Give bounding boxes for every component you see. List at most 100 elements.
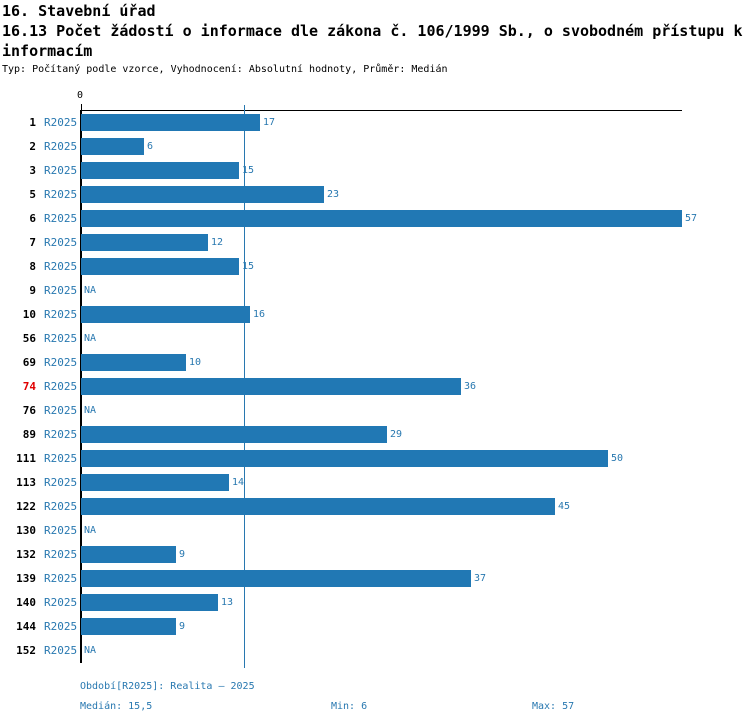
bar	[81, 450, 608, 467]
bar-value-label: 15	[242, 261, 255, 272]
bar-row-series-label: R2025	[44, 140, 78, 153]
bar-row-series-label: R2025	[44, 620, 78, 633]
median-tick-mark	[244, 105, 245, 110]
bar-row: 122 R2025 45	[0, 495, 750, 519]
bar-row-series-label: R2025	[44, 548, 78, 561]
bar-row-series-label: R2025	[44, 380, 78, 393]
bar	[81, 306, 250, 323]
bar-value-label: 10	[189, 357, 202, 368]
bar-row: 74 R2025 36	[0, 375, 750, 399]
axis-zero-tick-mark	[81, 104, 82, 110]
bar-na-label: NA	[84, 333, 97, 344]
bar-na-label: NA	[84, 285, 97, 296]
bar-row: 152 R2025 NA	[0, 639, 750, 663]
bar-row: 139 R2025 37	[0, 567, 750, 591]
bar	[81, 258, 239, 275]
axis-zero-tick-label: 0	[77, 90, 84, 101]
bar-row-id: 113	[16, 476, 36, 489]
bar-value-label: 9	[179, 549, 186, 560]
bar	[81, 378, 461, 395]
bar	[81, 618, 176, 635]
bar	[81, 162, 239, 179]
bar-value-label: 14	[232, 477, 245, 488]
bar-row: 6 R2025 57	[0, 207, 750, 231]
bar-na-label: NA	[84, 405, 97, 416]
bar-row-id: 140	[16, 596, 36, 609]
bar-value-label: 23	[327, 189, 340, 200]
bar-row-series-label: R2025	[44, 644, 78, 657]
legend-entry-r2025: Období[R2025]: Realita – 2025	[80, 681, 255, 692]
bar	[81, 426, 387, 443]
bar-value-label: 57	[685, 213, 698, 224]
bar	[81, 498, 555, 515]
bar-row-id: 89	[22, 428, 36, 441]
bar	[81, 570, 471, 587]
bar-row: 3 R2025 15	[0, 159, 750, 183]
bar-row-id: 122	[16, 500, 36, 513]
bar-row-id: 132	[16, 548, 36, 561]
bar-value-label: 37	[474, 573, 487, 584]
bar-row: 76 R2025 NA	[0, 399, 750, 423]
bar-row-series-label: R2025	[44, 236, 78, 249]
bar-value-label: 50	[611, 453, 624, 464]
bar-row-id: 76	[22, 404, 36, 417]
bar	[81, 114, 260, 131]
bar-row-series-label: R2025	[44, 524, 78, 537]
bar-row: 8 R2025 15	[0, 255, 750, 279]
bar-row: 9 R2025 NA	[0, 279, 750, 303]
bar-row-id: 139	[16, 572, 36, 585]
bar-row: 69 R2025 10	[0, 351, 750, 375]
bar-na-label: NA	[84, 525, 97, 536]
bar-na-label: NA	[84, 645, 97, 656]
stat-median: Medián: 15,5	[80, 701, 153, 712]
bar-row: 132 R2025 9	[0, 543, 750, 567]
bar	[81, 594, 218, 611]
bar-value-label: 9	[179, 621, 186, 632]
bar-row-series-label: R2025	[44, 596, 78, 609]
axis-top-line	[81, 110, 682, 111]
bar-row-id: 10	[22, 308, 36, 321]
bar-row-series-label: R2025	[44, 572, 78, 585]
bar-row-series-label: R2025	[44, 452, 78, 465]
bar-row-series-label: R2025	[44, 188, 78, 201]
bar-row-id: 152	[16, 644, 36, 657]
bar-row: 113 R2025 14	[0, 471, 750, 495]
bar-row-id: 111	[16, 452, 36, 465]
bar-row: 144 R2025 9	[0, 615, 750, 639]
bar-value-label: 17	[263, 117, 276, 128]
bar-row-id: 8	[29, 260, 36, 273]
bar-row: 89 R2025 29	[0, 423, 750, 447]
bar	[81, 186, 324, 203]
bar	[81, 474, 229, 491]
bar	[81, 138, 144, 155]
page-title: 16. Stavební úřad	[2, 2, 156, 20]
bar-row: 130 R2025 NA	[0, 519, 750, 543]
stat-max: Max: 57	[532, 701, 575, 712]
bar-row-id: 5	[29, 188, 36, 201]
bar-row-id: 9	[29, 284, 36, 297]
bar-row-series-label: R2025	[44, 500, 78, 513]
bar-row: 7 R2025 12	[0, 231, 750, 255]
bar-row: 5 R2025 23	[0, 183, 750, 207]
bar-row-series-label: R2025	[44, 212, 78, 225]
bar-value-label: 16	[253, 309, 266, 320]
bar-row-id: 1	[29, 116, 36, 129]
bar-row-series-label: R2025	[44, 260, 78, 273]
bar-row-series-label: R2025	[44, 116, 78, 129]
bar	[81, 546, 176, 563]
bar-row: 2 R2025 6	[0, 135, 750, 159]
bar-row-series-label: R2025	[44, 476, 78, 489]
chart-title: 16.13 Počet žádostí o informace dle záko…	[2, 22, 743, 60]
bar-value-label: 6	[147, 141, 154, 152]
bar-row: 56 R2025 NA	[0, 327, 750, 351]
bar-row-id: 74	[22, 380, 36, 393]
bar-row-id: 7	[29, 236, 36, 249]
bar-row: 10 R2025 16	[0, 303, 750, 327]
bar-row-id: 6	[29, 212, 36, 225]
bar-row-series-label: R2025	[44, 284, 78, 297]
stat-min: Min: 6	[331, 701, 368, 712]
bar-row-series-label: R2025	[44, 356, 78, 369]
bar-value-label: 36	[464, 381, 477, 392]
bar-value-label: 13	[221, 597, 234, 608]
